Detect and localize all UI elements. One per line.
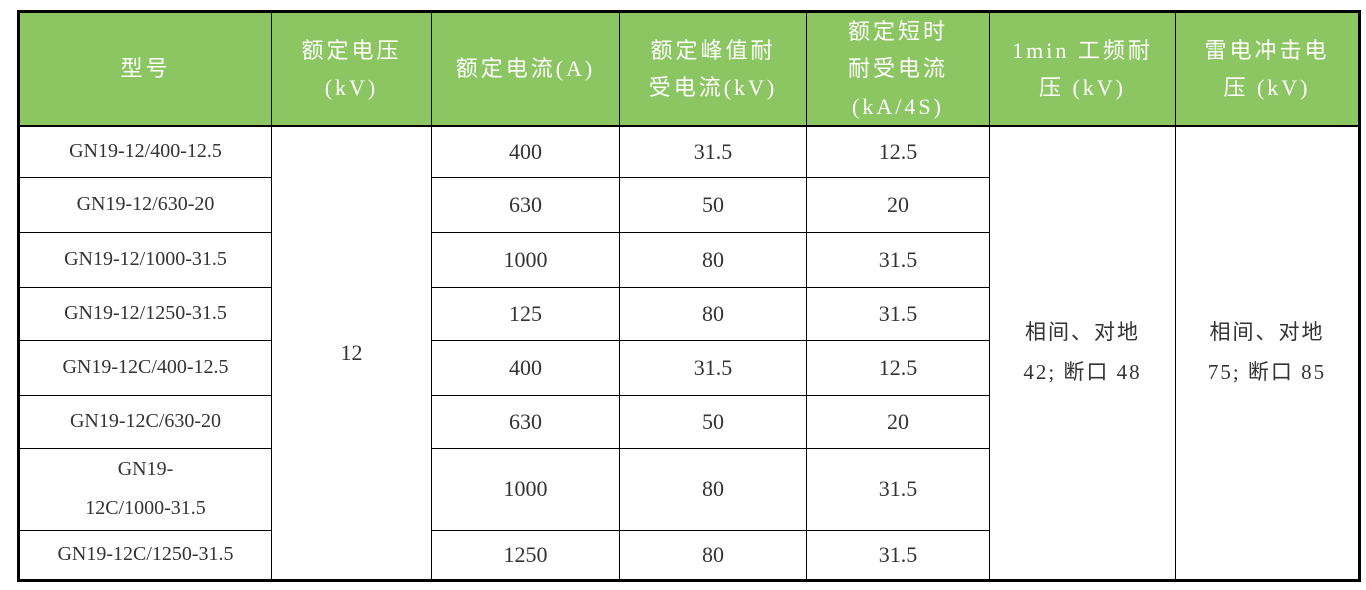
table-row: GN19-12C/400-12.5 400 31.5 12.5	[18, 339, 1360, 396]
cell-model: GN19-12C/1250-31.5	[18, 529, 272, 581]
column-header-power-frequency-withstand-voltage: 1min 工频耐 压 (kV)	[989, 11, 1176, 128]
cell-peak-withstand-current: 50	[619, 394, 807, 449]
table-row: GN19- 12C/1000-31.5 1000 80 31.5	[18, 447, 1360, 531]
cell-peak-withstand-current: 80	[619, 447, 807, 531]
column-header-rated-voltage: 额定电压 (kV)	[271, 11, 432, 128]
cell-model: GN19-12/630-20	[18, 176, 272, 233]
table-row: GN19-12/1250-31.5 125 80 31.5	[18, 286, 1360, 341]
table-row: GN19-12C/630-20 630 50 20	[18, 394, 1360, 449]
cell-rated-current: 400	[431, 125, 620, 178]
spec-table: 型号 额定电压 (kV) 额定电流(A) 额定峰值耐 受电流(kV) 额定短时 …	[17, 10, 1361, 582]
cell-rated-current: 630	[431, 176, 620, 233]
cell-short-time-withstand-current: 31.5	[806, 231, 990, 288]
cell-rated-current: 1000	[431, 447, 620, 531]
header-row: 型号 额定电压 (kV) 额定电流(A) 额定峰值耐 受电流(kV) 额定短时 …	[18, 11, 1360, 128]
column-header-short-time-withstand-current: 额定短时 耐受电流 (kA/4S)	[806, 11, 990, 128]
table-row: GN19-12/1000-31.5 1000 80 31.5	[18, 231, 1360, 288]
cell-rated-current: 1000	[431, 231, 620, 288]
cell-rated-voltage-merged: 12	[271, 125, 432, 581]
cell-peak-withstand-current: 50	[619, 176, 807, 233]
cell-short-time-withstand-current: 31.5	[806, 286, 990, 341]
cell-short-time-withstand-current: 20	[806, 176, 990, 233]
cell-short-time-withstand-current: 31.5	[806, 529, 990, 581]
column-header-peak-withstand-current: 额定峰值耐 受电流(kV)	[619, 11, 807, 128]
cell-rated-current: 630	[431, 394, 620, 449]
cell-peak-withstand-current: 31.5	[619, 125, 807, 178]
cell-model: GN19-12/1000-31.5	[18, 231, 272, 288]
cell-rated-current: 400	[431, 339, 620, 396]
cell-peak-withstand-current: 31.5	[619, 339, 807, 396]
cell-rated-current: 1250	[431, 529, 620, 581]
cell-short-time-withstand-current: 20	[806, 394, 990, 449]
cell-short-time-withstand-current: 12.5	[806, 339, 990, 396]
cell-short-time-withstand-current: 12.5	[806, 125, 990, 178]
cell-model: GN19-12C/400-12.5	[18, 339, 272, 396]
cell-rated-current: 125	[431, 286, 620, 341]
table-row: GN19-12/630-20 630 50 20	[18, 176, 1360, 233]
cell-short-time-withstand-current: 31.5	[806, 447, 990, 531]
table-row: GN19-12/400-12.5 12 400 31.5 12.5 相间、对地 …	[18, 125, 1360, 581]
cell-model: GN19-12C/630-20	[18, 394, 272, 449]
column-header-lightning-impulse-voltage: 雷电冲击电 压 (kV)	[1175, 11, 1360, 128]
cell-model: GN19- 12C/1000-31.5	[18, 447, 272, 531]
column-header-model: 型号	[18, 11, 272, 128]
cell-model: GN19-12/400-12.5	[18, 125, 272, 178]
table-row: GN19-12C/1250-31.5 1250 80 31.5	[18, 529, 1360, 581]
cell-peak-withstand-current: 80	[619, 231, 807, 288]
cell-power-frequency-withstand-merged: 相间、对地 42; 断口 48	[989, 125, 1176, 581]
cell-model: GN19-12/1250-31.5	[18, 286, 272, 341]
cell-lightning-impulse-merged: 相间、对地 75; 断口 85	[1175, 125, 1360, 581]
cell-peak-withstand-current: 80	[619, 286, 807, 341]
cell-peak-withstand-current: 80	[619, 529, 807, 581]
column-header-rated-current: 额定电流(A)	[431, 11, 620, 128]
